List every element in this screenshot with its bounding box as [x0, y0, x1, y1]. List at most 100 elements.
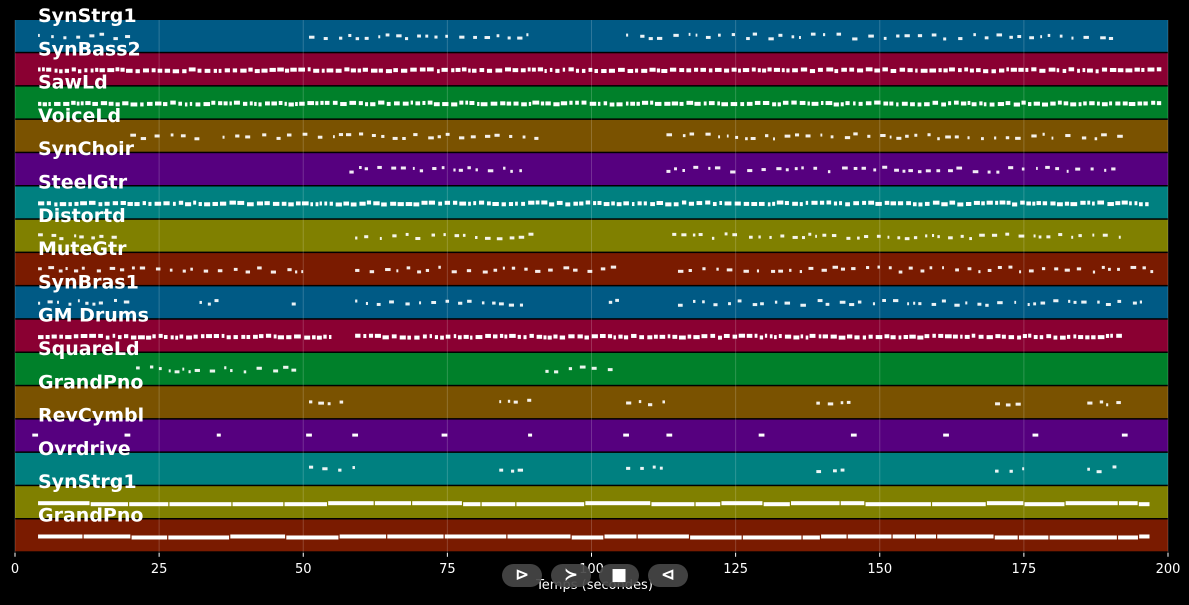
note: [833, 469, 837, 473]
note: [172, 201, 176, 206]
note: [1071, 235, 1074, 239]
note: [519, 303, 524, 307]
note: [1097, 300, 1100, 304]
note: [618, 334, 623, 339]
note: [256, 201, 263, 206]
note: [385, 33, 390, 37]
note: [332, 100, 338, 105]
note: [140, 102, 144, 107]
note: [339, 400, 344, 404]
note: [631, 202, 635, 207]
note: [1070, 202, 1078, 207]
note: [688, 201, 695, 206]
stop-button[interactable]: ■: [599, 564, 639, 587]
note: [481, 301, 485, 305]
note: [359, 201, 366, 206]
note: [758, 433, 765, 437]
note: [752, 32, 758, 36]
note: [1073, 300, 1077, 304]
note: [309, 35, 315, 39]
note: [184, 102, 188, 107]
note: [914, 133, 918, 137]
note: [769, 334, 773, 339]
note: [798, 35, 801, 39]
note: [318, 401, 324, 405]
note: [534, 136, 539, 140]
note: [873, 168, 877, 172]
track-row: [15, 286, 1168, 319]
note: [376, 302, 381, 306]
note: [142, 201, 146, 206]
note: [232, 502, 284, 507]
note: [832, 265, 839, 269]
note: [712, 202, 717, 207]
note: [188, 67, 196, 72]
note: [746, 101, 753, 106]
note: [929, 68, 937, 73]
note: [214, 299, 219, 303]
note: [898, 270, 903, 274]
note: [1142, 266, 1146, 270]
note: [721, 102, 728, 107]
note: [890, 335, 896, 340]
note: [637, 201, 642, 206]
note: [484, 236, 491, 240]
note: [286, 133, 292, 137]
note: [520, 68, 526, 73]
note: [737, 299, 742, 303]
note: [721, 501, 763, 506]
note: [810, 32, 816, 36]
note: [1109, 67, 1117, 72]
note: [708, 101, 715, 106]
note: [390, 201, 397, 206]
note: [893, 299, 899, 303]
note: [890, 201, 897, 206]
note: [756, 269, 760, 273]
forward-button[interactable]: ≻: [551, 564, 591, 587]
note: [242, 101, 248, 106]
note: [868, 200, 875, 205]
note: [1022, 467, 1025, 471]
note: [458, 136, 465, 140]
note: [954, 135, 959, 139]
note: [840, 267, 846, 271]
note: [92, 101, 98, 106]
note: [960, 334, 963, 339]
note: [757, 68, 761, 73]
note: [1078, 102, 1082, 107]
note: [195, 102, 201, 107]
x-tick-label: 25: [151, 562, 168, 577]
track-label: SynBras1: [38, 271, 139, 293]
note: [752, 303, 758, 307]
note: [527, 67, 531, 72]
note: [412, 166, 415, 170]
note: [319, 201, 322, 206]
note: [917, 102, 922, 107]
rewind-button[interactable]: ⊲: [648, 564, 688, 587]
play-button[interactable]: ⊳: [502, 564, 542, 587]
note: [287, 268, 292, 272]
note: [455, 67, 461, 72]
note: [345, 133, 352, 137]
note: [577, 334, 583, 339]
note: [310, 202, 314, 207]
note: [359, 132, 364, 136]
note: [791, 501, 840, 506]
note: [212, 201, 218, 206]
note: [120, 67, 125, 72]
note: [851, 267, 856, 271]
note: [1118, 235, 1121, 239]
note: [368, 333, 374, 338]
track-label: MuteGtr: [38, 238, 127, 260]
note: [155, 101, 162, 106]
note: [579, 201, 584, 206]
note: [422, 100, 426, 105]
track-label: Ovrdrive: [38, 438, 131, 460]
note: [1116, 333, 1122, 338]
note: [84, 68, 88, 73]
track-label: SynStrg1: [38, 471, 137, 493]
note: [486, 201, 491, 206]
note: [391, 334, 397, 339]
note: [858, 101, 863, 106]
note: [773, 137, 775, 141]
